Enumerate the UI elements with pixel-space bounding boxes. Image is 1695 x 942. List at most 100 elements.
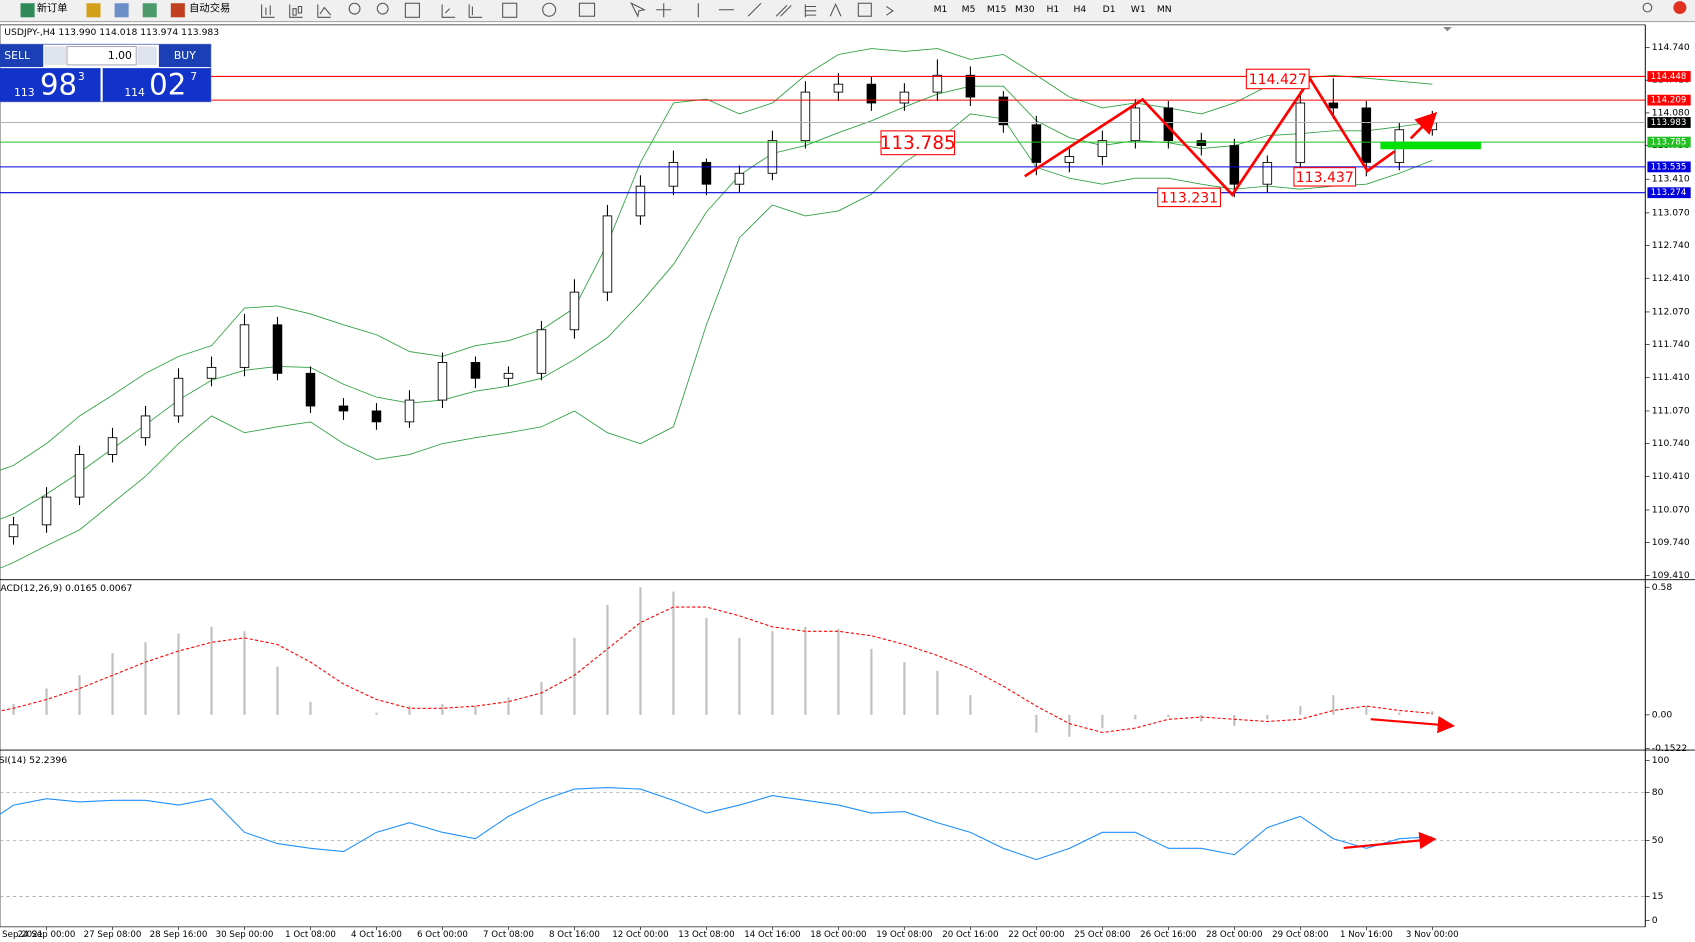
toolbar	[0, 0, 1695, 22]
ask-pips: 02	[149, 68, 186, 102]
y-tick-label: 110.410	[1652, 471, 1690, 482]
candle-body	[899, 91, 910, 104]
x-tick-label: Sep 2021	[2, 930, 43, 940]
timeframe-button[interactable]: MN	[1157, 4, 1172, 15]
candle-body	[305, 372, 316, 407]
y-tick-label: 112.070	[1652, 306, 1690, 317]
candle-body	[371, 410, 382, 423]
x-tick-label: 8 Oct 16:00	[549, 930, 600, 940]
candle-body	[1229, 145, 1240, 185]
search-icon[interactable]	[1642, 2, 1653, 13]
y-tick-label: 80	[1652, 787, 1664, 798]
auto-trade-button[interactable]: 自动交易	[189, 2, 230, 15]
lot-value[interactable]: 1.00	[108, 49, 132, 62]
y-tick-label: 100	[1652, 755, 1670, 766]
crosshair-icon[interactable]	[656, 3, 672, 18]
x-tick-label: 26 Oct 16:00	[1140, 930, 1196, 940]
candle-body	[1427, 122, 1438, 131]
bid-box[interactable]	[0, 68, 101, 102]
candle-body	[107, 437, 118, 455]
new-order-button[interactable]: 新订单	[37, 2, 68, 15]
lot-up[interactable]	[137, 46, 157, 65]
indicators-icon[interactable]	[502, 2, 518, 18]
annotation: 113.785	[880, 133, 956, 154]
toolbar-icon[interactable]	[142, 3, 157, 18]
chart-shift-marker	[1443, 27, 1452, 32]
y-tick-label: 110.740	[1652, 438, 1690, 449]
user-drawings	[1024, 76, 1481, 197]
candle-chart-icon[interactable]	[289, 4, 303, 18]
y-tick-label: 109.410	[1652, 570, 1690, 581]
auto-trade-icon[interactable]	[170, 3, 185, 18]
bar-chart-icon[interactable]	[261, 4, 275, 18]
zoom-out-icon[interactable]	[376, 2, 389, 15]
sell-button[interactable]	[0, 44, 44, 68]
buy-label[interactable]: BUY	[174, 49, 196, 62]
x-tick-label: 22 Oct 00:00	[1008, 930, 1064, 940]
candle-body	[1163, 107, 1174, 142]
text-icon[interactable]	[829, 3, 842, 17]
autoscroll-icon[interactable]	[441, 4, 456, 18]
timeframe-button[interactable]: M5	[962, 4, 976, 15]
label-icon[interactable]	[857, 2, 872, 17]
zigzag-line	[1024, 76, 1396, 197]
price-level-label: 114.448	[1651, 72, 1687, 82]
y-tick-label: 110.070	[1652, 504, 1690, 515]
toolbar-icon[interactable]	[86, 3, 101, 18]
bid-point: 3	[78, 70, 85, 83]
price-level-tag	[1647, 94, 1691, 106]
candle-body	[536, 329, 547, 374]
timeframe-button[interactable]: H4	[1074, 4, 1087, 15]
annotation-box	[1293, 167, 1357, 187]
templates-icon[interactable]	[578, 2, 596, 17]
candle-body	[602, 215, 613, 293]
fibo-icon[interactable]	[804, 4, 817, 18]
bollinger-upper	[0, 48, 1433, 471]
tile-icon[interactable]	[404, 2, 420, 18]
annotation: 113.437	[1296, 170, 1354, 186]
lot-down[interactable]	[44, 46, 66, 65]
channel-icon[interactable]	[775, 5, 792, 17]
ask-box[interactable]	[102, 68, 211, 102]
arrows-icon[interactable]	[886, 6, 894, 16]
candle-body	[569, 291, 580, 331]
timeframe-button[interactable]: M1	[934, 4, 948, 15]
x-tick-label: 12 Oct 00:00	[612, 930, 668, 940]
price-level-label: 113.983	[1651, 118, 1687, 128]
candle-body	[635, 185, 646, 217]
new-order-icon[interactable]	[20, 3, 35, 18]
price-level-tag	[1647, 117, 1691, 128]
trendline-icon[interactable]	[747, 2, 762, 17]
x-tick-label: 4 Oct 16:00	[351, 930, 402, 940]
zoom-in-icon[interactable]	[348, 2, 361, 15]
candle-body	[932, 74, 943, 93]
y-tick-label: 111.740	[1652, 339, 1690, 350]
buy-button[interactable]	[158, 44, 211, 68]
rsi-title: RSI(14) 52.2396	[0, 755, 67, 766]
timeframe-button[interactable]: W1	[1131, 4, 1146, 15]
timeframe-button[interactable]: M30	[1015, 4, 1035, 15]
candle-body	[1097, 140, 1108, 157]
timeframe-button[interactable]: D1	[1103, 4, 1116, 15]
periods-icon[interactable]	[542, 2, 557, 17]
timeframe-button[interactable]: H1	[1047, 4, 1060, 15]
y-tick-label: 50	[1652, 835, 1664, 846]
y-tick-label: 0	[1652, 915, 1658, 926]
x-tick-label: 3 Nov 00:00	[1406, 930, 1459, 940]
toolbar-icon[interactable]	[114, 3, 129, 18]
candle-body	[140, 415, 151, 439]
cursor-icon[interactable]	[630, 2, 646, 18]
chart-title: USDJPY-,H4 113.990 114.018 113.974 113.9…	[4, 27, 219, 38]
shift-icon[interactable]	[468, 4, 483, 18]
timeframe-button[interactable]: M15	[987, 4, 1007, 15]
macd-arrow	[1370, 716, 1456, 734]
price-level-label: 113.274	[1651, 188, 1687, 198]
x-tick-label: 25 Oct 08:00	[1074, 930, 1130, 940]
notification-badge[interactable]	[1673, 1, 1687, 15]
candle-body	[734, 172, 745, 185]
candle-body	[8, 524, 19, 538]
sell-label[interactable]: SELL	[4, 49, 30, 62]
lot-input[interactable]	[66, 45, 137, 66]
candle-body	[1064, 156, 1075, 163]
line-chart-icon[interactable]	[317, 4, 332, 18]
